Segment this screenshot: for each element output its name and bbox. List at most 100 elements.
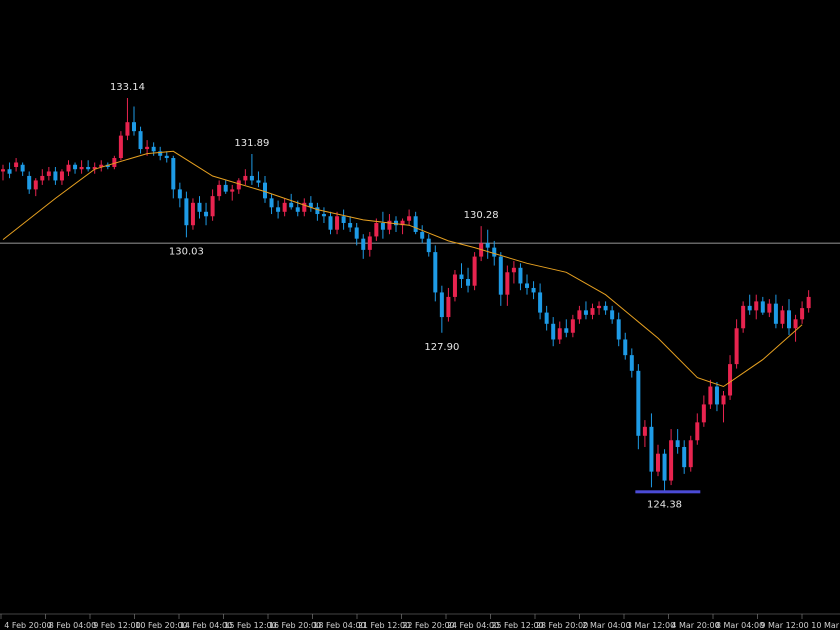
candle-body <box>426 238 431 253</box>
candle-body <box>138 131 143 150</box>
candle <box>177 182 182 208</box>
candle-body <box>99 164 104 167</box>
candle <box>760 296 765 315</box>
candle-body <box>321 214 326 217</box>
candle <box>92 162 97 174</box>
candle <box>243 169 248 185</box>
candle-body <box>734 328 739 365</box>
candle <box>1 164 5 181</box>
candle-body <box>636 370 641 436</box>
candle <box>66 160 71 176</box>
candle <box>210 189 215 221</box>
candle <box>33 178 38 197</box>
candle <box>276 200 281 219</box>
candle-body <box>348 222 353 228</box>
candle-body <box>793 319 798 329</box>
candle-body <box>780 310 785 324</box>
candle <box>236 178 241 194</box>
candle <box>79 160 84 174</box>
candle-body <box>361 238 366 250</box>
candle-body <box>171 158 176 190</box>
candle-body <box>787 310 791 329</box>
candle <box>780 305 785 329</box>
candle-body <box>656 453 660 472</box>
candle <box>302 198 307 217</box>
candle <box>361 234 366 259</box>
candle-body <box>59 171 64 181</box>
candle <box>610 305 615 324</box>
candle <box>734 319 739 369</box>
candle-body <box>564 328 569 333</box>
candle-body <box>118 135 123 159</box>
candle <box>636 364 641 450</box>
candle-body <box>263 182 267 199</box>
moving-average-line <box>2 150 803 388</box>
candle <box>158 146 163 161</box>
candle <box>728 355 733 400</box>
candle-body <box>308 202 313 208</box>
candle <box>269 193 274 215</box>
x-tick-label: 25 Feb 12:00 <box>491 621 543 630</box>
candle <box>407 209 412 226</box>
candle <box>708 379 713 409</box>
candle <box>498 252 503 306</box>
low-price-marker <box>635 490 701 494</box>
candle-body <box>741 305 746 329</box>
candle <box>184 191 189 238</box>
candle <box>669 429 674 486</box>
candle <box>105 162 110 170</box>
candle-body <box>217 184 222 197</box>
candle-body <box>86 166 91 170</box>
candle-body <box>374 222 379 237</box>
x-tick-label: 16 Feb 20:00 <box>269 621 321 630</box>
price-label: 124.38 <box>647 499 682 510</box>
candle-body <box>806 296 811 309</box>
candle-body <box>230 189 235 192</box>
candle-body <box>505 272 510 295</box>
candle-body <box>642 426 647 436</box>
price-label: 131.89 <box>234 138 269 149</box>
candle-body <box>623 339 628 356</box>
candle <box>616 312 621 347</box>
candle-body <box>400 220 405 226</box>
candle <box>525 274 529 295</box>
candle <box>511 261 516 284</box>
candle <box>721 390 726 423</box>
candle <box>7 162 12 179</box>
candle <box>59 169 64 185</box>
candle-body <box>79 166 84 170</box>
candle <box>741 301 746 333</box>
candle <box>380 211 385 239</box>
candle <box>289 193 294 210</box>
candle-body <box>33 180 38 190</box>
x-tick-label: 24 Feb 04:00 <box>447 621 499 630</box>
candle <box>20 162 25 176</box>
candle-body <box>210 196 215 217</box>
candle <box>577 305 582 324</box>
candle <box>682 440 687 474</box>
candle <box>132 106 136 136</box>
candle <box>570 314 575 338</box>
candle <box>197 196 202 219</box>
candle <box>249 154 254 185</box>
candle-body <box>7 169 12 174</box>
candle <box>564 319 569 338</box>
candle-body <box>413 216 418 232</box>
candle <box>544 305 549 331</box>
x-tick-label: 28 Feb 20:00 <box>536 621 588 630</box>
candle-body <box>223 184 228 192</box>
x-tick-label: 8 Mar 04:00 <box>716 621 764 630</box>
candle-body <box>341 216 346 223</box>
candle-body <box>472 256 477 286</box>
x-tick-label: 4 Mar 20:00 <box>671 621 719 630</box>
candle-body <box>747 305 752 311</box>
price-label: 133.14 <box>110 82 145 93</box>
price-annotations: 133.14 131.89 130.03 130.28 127.90 124.38 <box>110 82 682 510</box>
candle-body <box>708 386 713 405</box>
candle-body <box>73 164 78 170</box>
x-tick-label: 18 Feb 04:00 <box>313 621 365 630</box>
candle <box>151 142 156 156</box>
candle <box>642 420 647 447</box>
candle-body <box>433 252 438 293</box>
candle-body <box>669 440 674 481</box>
